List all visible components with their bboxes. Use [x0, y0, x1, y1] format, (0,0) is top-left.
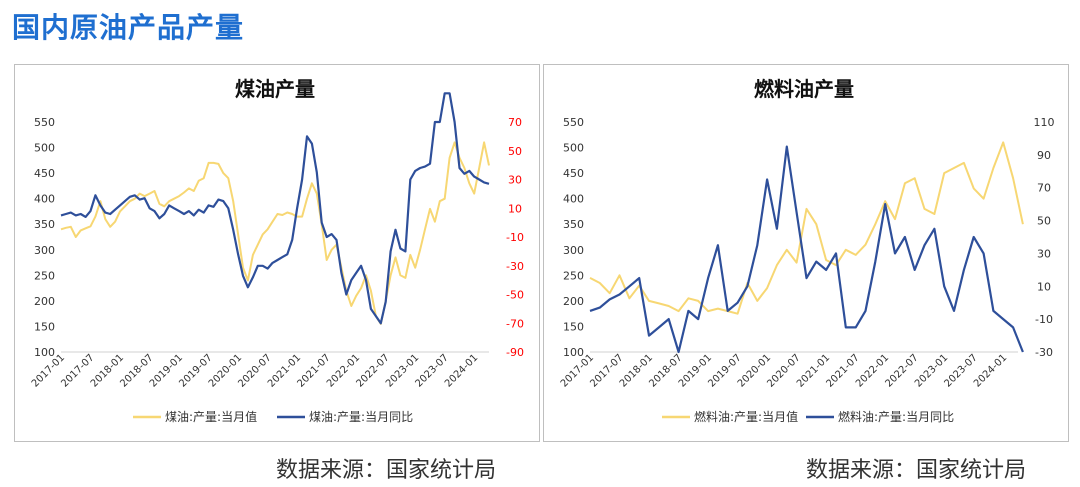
fuel-oil-chart: 燃料油产量 100 150 200 250 300 350 400 450 500 550 -30 -1… [559, 77, 1055, 424]
source-note-left: 数据来源：国家统计局 [276, 458, 497, 483]
kerosene-chart: 煤油产量 100 150 200 250 300 350 400 450 500 550 -90 -70… [30, 77, 524, 424]
chart-title: 煤油产量 [235, 77, 315, 101]
y-left-tick-label: 150 [34, 320, 55, 333]
legend-label: 燃料油:产量:当月同比 [838, 409, 954, 424]
y-left-tick-label: 300 [563, 244, 584, 257]
y-left-tick-label: 500 [563, 142, 584, 155]
y-right-tick-label: 30 [508, 174, 522, 187]
y-right-tick-label: -50 [506, 289, 524, 302]
y-right-tick-label: -70 [506, 317, 524, 330]
y-right-tick-label: 50 [1037, 215, 1051, 228]
y-left-tick-label: 450 [34, 167, 55, 180]
y-left-tick-label: 200 [563, 295, 584, 308]
y-right-tick-label: -10 [506, 231, 524, 244]
y-left-tick-label: 200 [34, 295, 55, 308]
legend-label: 煤油:产量:当月同比 [309, 410, 413, 424]
y-right-tick-label: -30 [1035, 346, 1053, 359]
y-left-tick-label: 350 [34, 218, 55, 231]
y-left-tick-label: 350 [563, 218, 584, 231]
y-left-tick-label: 550 [34, 116, 55, 129]
y-right-tick-label: 10 [508, 202, 522, 215]
y-right-tick-label: 10 [1037, 280, 1051, 293]
y-left-tick-label: 550 [563, 116, 584, 129]
y-left-tick-label: 150 [563, 320, 584, 333]
y-right-tick-label: -90 [506, 346, 524, 359]
y-right-tick-label: 90 [1037, 149, 1051, 162]
source-note-right: 数据来源：国家统计局 [806, 458, 1027, 483]
y-left-tick-label: 500 [34, 142, 55, 155]
y-left-tick-label: 400 [34, 193, 55, 206]
y-left-tick-label: 300 [34, 244, 55, 257]
y-right-tick-label: 50 [508, 145, 522, 158]
y-right-tick-label: 70 [508, 116, 522, 129]
y-right-tick-label: 70 [1037, 182, 1051, 195]
y-right-tick-label: 30 [1037, 247, 1051, 260]
legend-label: 燃料油:产量:当月值 [694, 409, 798, 424]
series-line-yoy [589, 145, 1024, 354]
series-line-monthly-value [60, 141, 490, 325]
y-left-tick-label: 450 [563, 167, 584, 180]
chart-title: 燃料油产量 [754, 77, 854, 101]
legend-label: 煤油:产量:当月值 [165, 409, 257, 424]
page-title: 国内原油产品产量 [12, 11, 245, 44]
y-left-tick-label: 100 [563, 346, 584, 359]
y-right-tick-label: -10 [1035, 313, 1053, 326]
y-right-tick-label: 110 [1034, 116, 1055, 129]
series-line-yoy [60, 92, 490, 325]
y-left-tick-label: 400 [563, 193, 584, 206]
y-left-tick-label: 100 [34, 346, 55, 359]
kerosene-chart-panel: 煤油产量 100 150 200 250 300 350 400 450 500 550 -90 -70… [14, 64, 540, 442]
y-right-tick-label: -30 [506, 260, 524, 273]
fuel-oil-chart-panel: 燃料油产量 100 150 200 250 300 350 400 450 500 550 -30 -1… [543, 64, 1069, 442]
y-left-tick-label: 250 [563, 269, 584, 282]
series-line-monthly-value [589, 141, 1024, 315]
y-left-tick-label: 250 [34, 269, 55, 282]
